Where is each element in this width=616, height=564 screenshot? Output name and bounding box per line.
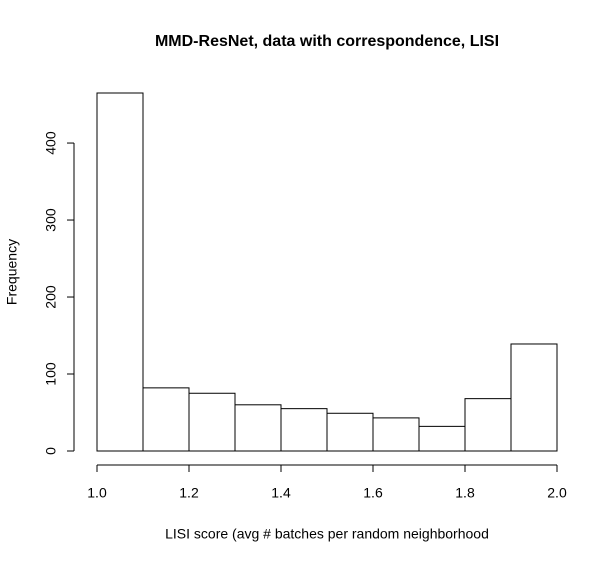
bar xyxy=(510,343,558,452)
y-tick-label: 100 xyxy=(43,362,59,386)
bar xyxy=(188,392,236,452)
x-axis-label: LISI score (avg # batches per random nei… xyxy=(165,526,489,542)
y-tick-label: 200 xyxy=(43,285,59,309)
x-tick-label: 1.6 xyxy=(363,485,383,501)
bar xyxy=(464,398,512,452)
x-tick-label: 1.2 xyxy=(179,485,199,501)
y-tick-label: 0 xyxy=(43,447,59,455)
bar xyxy=(372,417,420,452)
chart-title: MMD-ResNet, data with correspondence, LI… xyxy=(155,33,499,50)
y-tick-label: 300 xyxy=(43,208,59,232)
bar xyxy=(280,408,328,452)
x-tick-label: 1.8 xyxy=(455,485,475,501)
x-tick-label: 1.4 xyxy=(271,485,291,501)
bar xyxy=(418,425,466,452)
bar xyxy=(96,92,144,452)
bar xyxy=(142,387,190,452)
bar xyxy=(326,412,374,452)
y-tick-label: 400 xyxy=(43,131,59,155)
x-tick-label: 1.0 xyxy=(87,485,107,501)
y-axis-label: Frequency xyxy=(4,239,20,305)
bar xyxy=(234,404,282,452)
x-tick-label: 2.0 xyxy=(547,485,567,501)
